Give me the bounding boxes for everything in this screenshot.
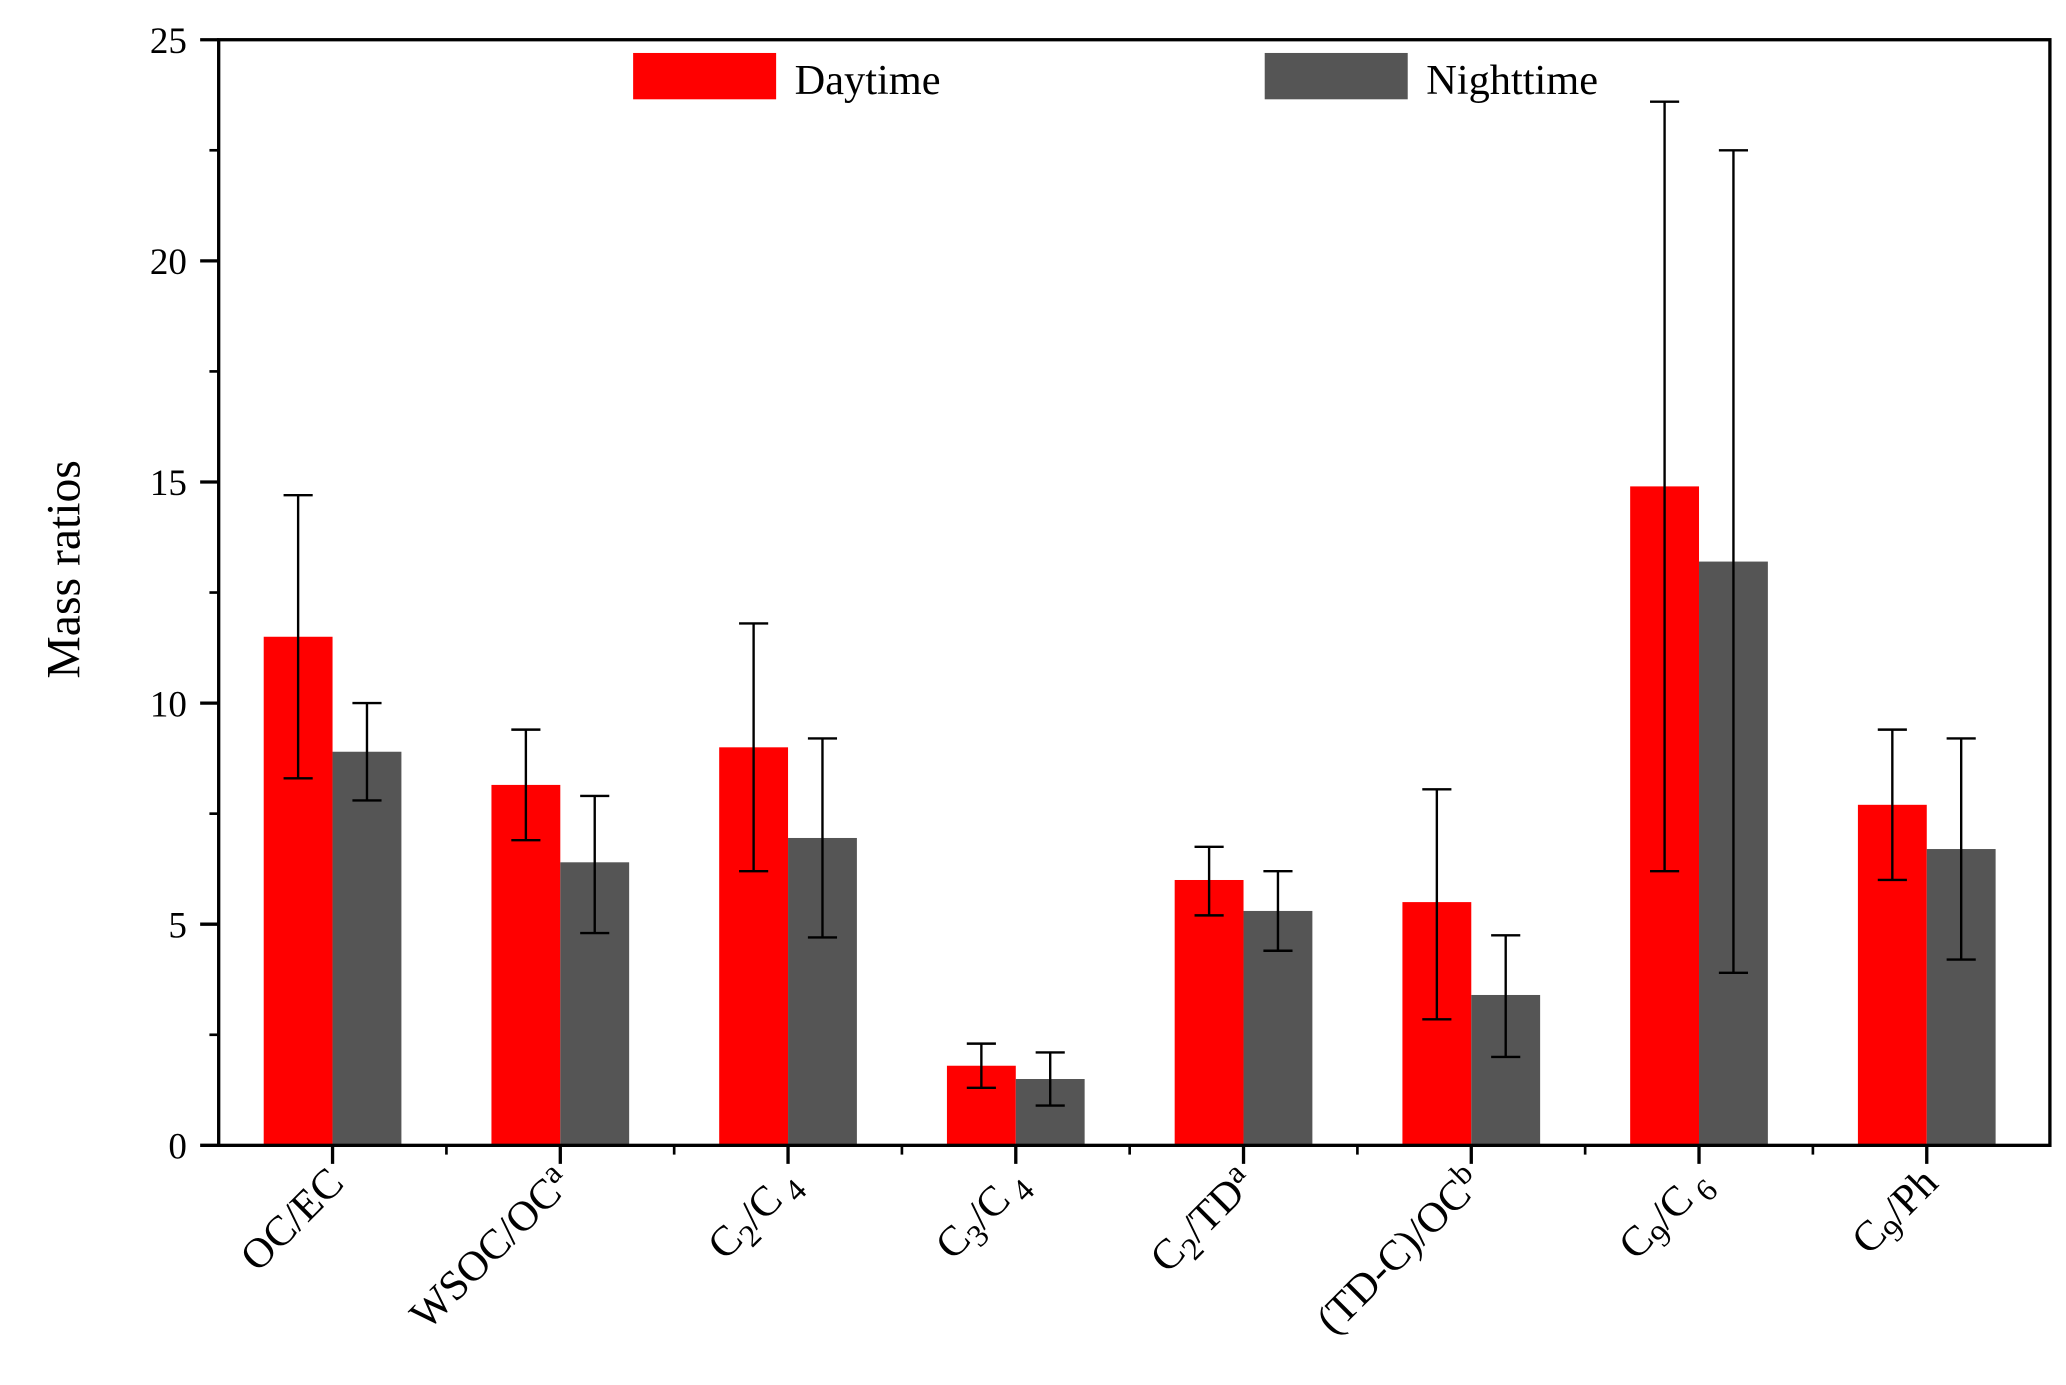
y-tick-label: 15 — [150, 463, 187, 504]
x-tick-label: OC/EC — [231, 1159, 352, 1280]
x-tick-label: WSOC/OCa — [397, 1155, 580, 1338]
label-text: (TD-C)/OC — [1307, 1170, 1480, 1343]
label-text: OC/EC — [231, 1159, 352, 1280]
bar-nighttime — [332, 751, 402, 1146]
label-text: WSOC/OC — [401, 1169, 571, 1339]
y-tick-label: 5 — [168, 905, 187, 946]
y-tick-label: 10 — [150, 684, 187, 725]
y-axis: 0 5 10 15 20 25 — [150, 21, 219, 1168]
y-axis-label: Mass ratios — [39, 460, 91, 678]
legend-swatch-daytime — [633, 52, 777, 100]
x-tick-label: C2/C 4 — [699, 1159, 813, 1273]
x-tick-label: C3/C 4 — [926, 1159, 1040, 1273]
y-tick-label: 25 — [150, 21, 187, 62]
bars — [263, 486, 1996, 1146]
bar-daytime — [491, 784, 561, 1146]
legend-label-daytime: Daytime — [795, 57, 941, 104]
x-tick-label: C9/Ph — [1843, 1159, 1952, 1268]
y-tick-label: 20 — [150, 242, 187, 283]
error-bars — [283, 100, 1976, 1107]
legend: Daytime Nighttime — [633, 52, 1598, 104]
x-tick-label: (TD-C)/OCb — [1304, 1155, 1492, 1343]
x-axis: OC/EC WSOC/OCa C2/C 4 C3/C 4 C2/TDa (TD-C)/OC… — [231, 1145, 1952, 1343]
x-tick-label: C2/TDa — [1137, 1155, 1268, 1286]
legend-label-nighttime: Nighttime — [1426, 57, 1598, 104]
x-tick-label: C9/C 6 — [1610, 1159, 1724, 1273]
legend-swatch-nighttime — [1264, 52, 1408, 100]
y-tick-label: 0 — [168, 1127, 187, 1168]
bar-daytime — [1174, 879, 1244, 1146]
